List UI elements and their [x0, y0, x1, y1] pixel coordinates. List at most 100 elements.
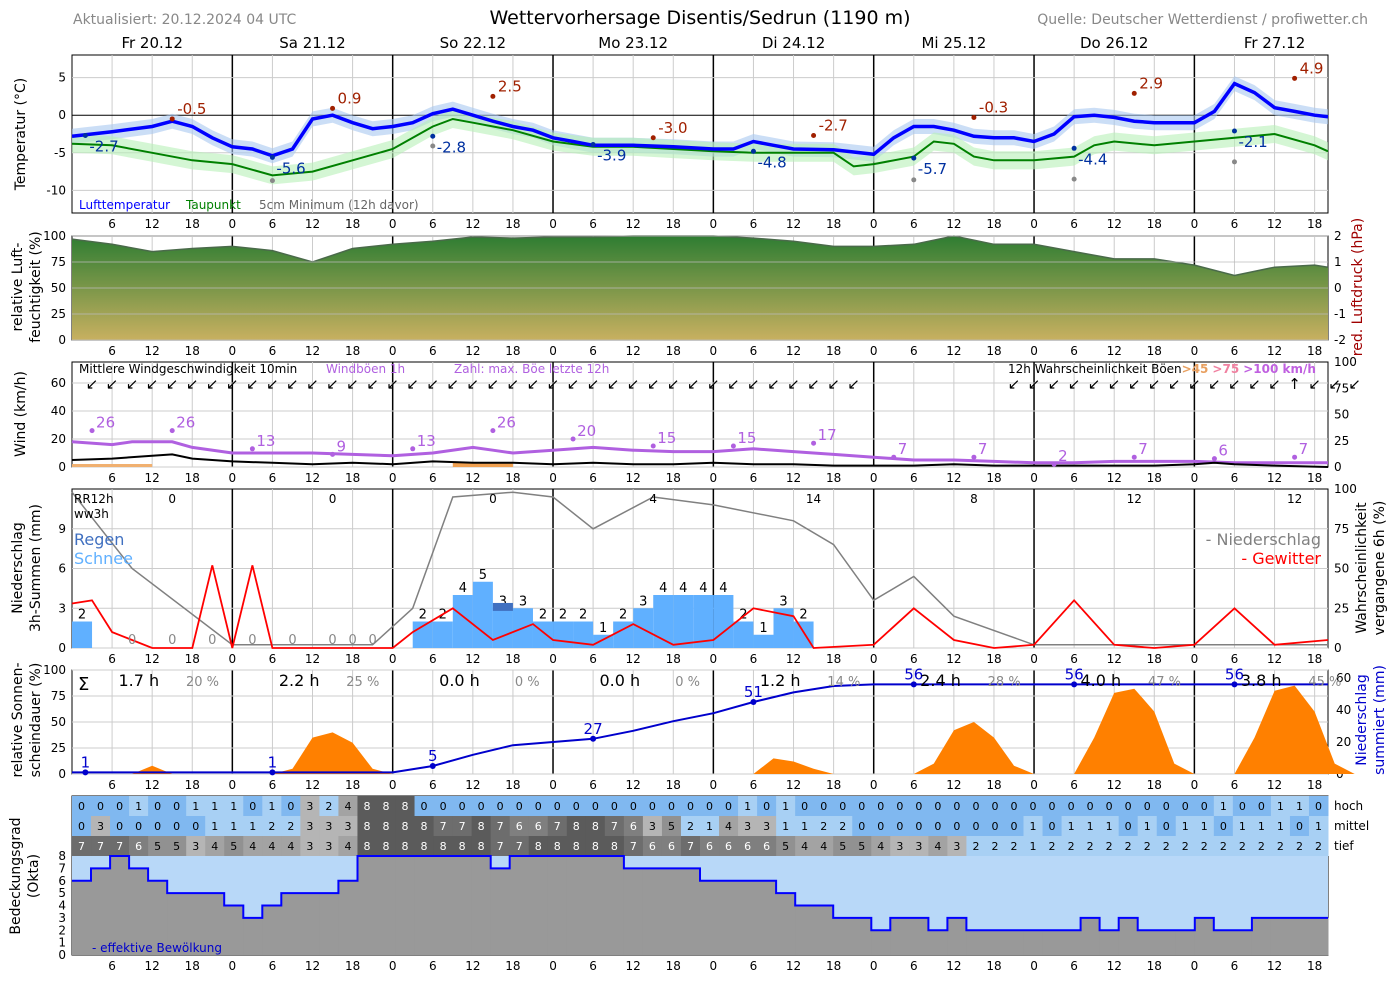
cloud-layer-value: 0	[440, 800, 447, 813]
hour-tick: 18	[505, 344, 520, 358]
cloud-layer-cell	[776, 796, 796, 816]
hour-tick: 18	[666, 217, 681, 231]
max-gust-label: 7	[1138, 440, 1148, 458]
pressure-ytick: 1	[1334, 255, 1342, 269]
sunshine-hours: 0.0 h	[599, 671, 640, 690]
cloud-layer-cell	[186, 796, 206, 816]
hour-tick: 0	[389, 959, 397, 973]
wind-direction-arrow: ↙	[1068, 375, 1081, 393]
cloud-layer-cell	[433, 836, 454, 856]
hour-tick: 12	[1267, 217, 1282, 231]
wind-direction-arrow: ↙	[607, 375, 620, 393]
hour-tick: 12	[786, 778, 801, 792]
cloud-layer-cell	[300, 816, 320, 836]
cloud-layer-value: 0	[1106, 800, 1113, 813]
precip-bar-label: 2	[799, 608, 807, 623]
max-temp-label: 0.9	[338, 89, 362, 107]
hour-tick: 6	[429, 652, 437, 666]
hour-tick: 18	[666, 344, 681, 358]
hour-tick: 12	[1107, 778, 1122, 792]
hour-tick: 18	[666, 959, 681, 973]
hour-tick: 12	[626, 217, 641, 231]
cloud-layer-value: 1	[211, 820, 218, 833]
cloud-cover-bar	[1289, 917, 1310, 955]
cloud-layer-value: 0	[953, 820, 960, 833]
cloud-cover-bar	[966, 930, 986, 955]
cloud-layer-value: 7	[516, 840, 523, 853]
hour-tick: 18	[666, 778, 681, 792]
cloud-layer-cell	[795, 796, 815, 816]
cloud-layer-cell	[1118, 836, 1139, 856]
max-gust-point	[811, 440, 817, 446]
day-labels: Fr 20.12 Sa 21.12 So 22.12 Mo 23.12 Di 24.12…	[121, 34, 1305, 52]
hour-tick: 6	[1070, 778, 1078, 792]
cum-precip-ytick: 20	[1336, 735, 1351, 749]
cum-precip-label: 56	[904, 665, 923, 683]
cloud-layer-cell	[91, 836, 111, 856]
ww3h-row-label: ww3h	[74, 507, 109, 521]
cloud-cover-bar	[262, 905, 282, 955]
cloud-layer-cell	[509, 816, 530, 836]
cloud-layer-cell	[338, 796, 358, 816]
precip-ytick: 6	[58, 562, 66, 576]
legend-gust-100: >100 km/h	[1243, 362, 1316, 376]
max-gust-point	[730, 443, 736, 449]
wind-direction-arrow: ↙	[1208, 375, 1221, 393]
cloud-layer-value: 2	[1068, 840, 1075, 853]
hour-tick: 12	[626, 652, 641, 666]
zero-precip-label: 0	[288, 633, 296, 648]
cloud-layer-cell	[1080, 836, 1101, 856]
wind-direction-arrow: ↙	[366, 375, 379, 393]
cum-precip-label: 5	[428, 747, 438, 765]
cloud-cover-panel: 6 12 18 0 6 12 18 0 6 12 18 0 6 12 18 0 6 12 18 0 6 12 18 0 6 12 1…	[58, 795, 1329, 973]
cloud-layer-cell	[1289, 816, 1310, 836]
cloud-layer-cell	[623, 836, 644, 856]
cloud-cover-bar	[1232, 930, 1253, 955]
hum-ytick: 25	[51, 307, 66, 321]
cloud-layer-cell	[471, 816, 492, 836]
hour-tick: 18	[1307, 471, 1322, 485]
sunshine-percent: 0 %	[675, 675, 700, 690]
cloud-layer-value: 1	[782, 820, 789, 833]
cloud-cover-bar	[167, 893, 187, 955]
cloud-layer-value: 5	[858, 840, 865, 853]
cloud-layer-value: 6	[763, 840, 770, 853]
legend-gust-45: >45	[1182, 362, 1209, 376]
cloud-cover-bar	[776, 893, 796, 955]
cloud-layer-cell	[1023, 816, 1044, 836]
cloud-layer-cell	[281, 816, 301, 836]
hour-tick: 0	[229, 652, 237, 666]
cloud-layer-value: 0	[649, 800, 656, 813]
cloud-layer-cell	[1289, 796, 1310, 816]
day-label: Sa 21.12	[279, 34, 345, 52]
cloud-layer-value: 0	[1163, 820, 1170, 833]
snow-bar	[492, 602, 513, 611]
cloud-layer-value: 1	[192, 800, 199, 813]
wind-direction-arrow: ↙	[246, 375, 259, 393]
cloud-cover-bar	[1251, 917, 1272, 955]
wind-direction-arrow: ↙	[1228, 375, 1241, 393]
wind-direction-arrow: ↙	[106, 375, 119, 393]
hour-tick: 12	[305, 652, 320, 666]
cloud-cover-bar	[757, 880, 777, 955]
cloud-layer-cell	[338, 816, 358, 836]
cloud-cover-bar	[528, 856, 549, 955]
hour-tick: 6	[1070, 471, 1078, 485]
hour-tick: 0	[389, 217, 397, 231]
cloud-layer-cell	[604, 836, 625, 856]
hour-tick: 6	[589, 652, 597, 666]
cloud-cover-bar	[433, 856, 454, 955]
cloud-layer-cell	[1270, 816, 1291, 836]
precip-ylabel-1: Niederschlag	[10, 522, 26, 613]
cloud-layer-value: 4	[725, 820, 732, 833]
precip-bar-label: 1	[599, 621, 607, 636]
wind-direction-arrow: ↙	[326, 375, 339, 393]
cloud-cover-bar	[395, 856, 416, 955]
cloud-layer-cell	[205, 836, 225, 856]
day-label: Do 26.12	[1080, 34, 1148, 52]
hour-tick: 6	[269, 471, 277, 485]
min-temp-point	[911, 155, 917, 161]
max-temp-label: -2.7	[819, 117, 848, 135]
cloud-layer-cell	[72, 796, 92, 816]
cloud-layer-cell	[376, 816, 397, 836]
